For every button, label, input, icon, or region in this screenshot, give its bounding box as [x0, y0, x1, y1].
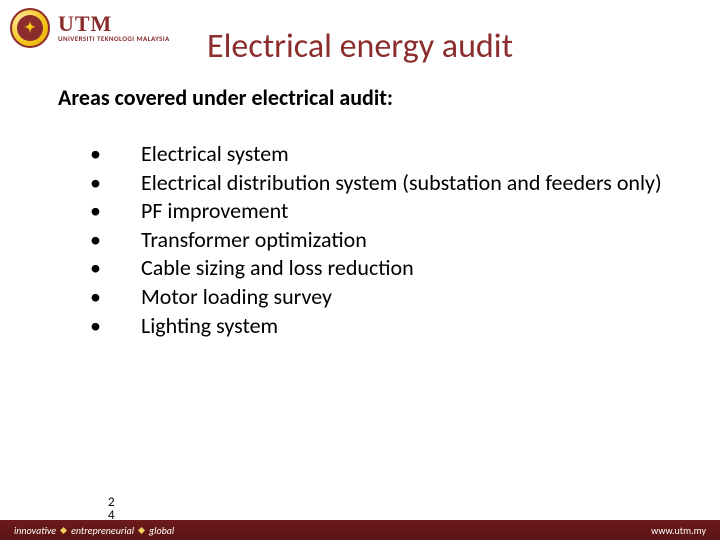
bullet-icon: •	[90, 254, 101, 283]
list-item: • Transformer optimization	[90, 226, 680, 255]
footer-word: global	[149, 524, 174, 537]
bullet-icon: •	[90, 312, 101, 341]
bullet-icon: •	[90, 169, 101, 198]
footer-url: www.utm.my	[651, 524, 706, 537]
footer: innovative entrepreneurial global www.ut…	[0, 520, 720, 540]
list-item-text: PF improvement	[141, 197, 680, 226]
list-item-text: Electrical system	[141, 140, 680, 169]
dot-icon	[138, 526, 145, 533]
page-number: 2 4	[108, 496, 115, 522]
footer-left: innovative entrepreneurial global	[14, 524, 174, 537]
footer-word: entrepreneurial	[71, 524, 134, 537]
footer-word: innovative	[14, 524, 56, 537]
list-item-text: Electrical distribution system (substati…	[141, 169, 680, 198]
list-item-text: Motor loading survey	[141, 283, 680, 312]
list-item: • Lighting system	[90, 312, 680, 341]
list-item: • PF improvement	[90, 197, 680, 226]
bullet-icon: •	[90, 197, 101, 226]
list-item-text: Transformer optimization	[141, 226, 680, 255]
slide-title: Electrical energy audit	[0, 26, 720, 67]
bullet-icon: •	[90, 226, 101, 255]
list-item: • Cable sizing and loss reduction	[90, 254, 680, 283]
list-item-text: Lighting system	[141, 312, 680, 341]
slide-subtitle: Areas covered under electrical audit:	[58, 84, 393, 111]
bullet-icon: •	[90, 140, 101, 169]
list-item-text: Cable sizing and loss reduction	[141, 254, 680, 283]
slide: ✦ UTM UNIVERSITI TEKNOLOGI MALAYSIA Elec…	[0, 0, 720, 540]
list-item: • Electrical distribution system (substat…	[90, 169, 680, 198]
bullet-icon: •	[90, 283, 101, 312]
dot-icon	[60, 526, 67, 533]
list-item: • Motor loading survey	[90, 283, 680, 312]
list-item: • Electrical system	[90, 140, 680, 169]
bullet-list: • Electrical system • Electrical distributi…	[90, 140, 680, 340]
